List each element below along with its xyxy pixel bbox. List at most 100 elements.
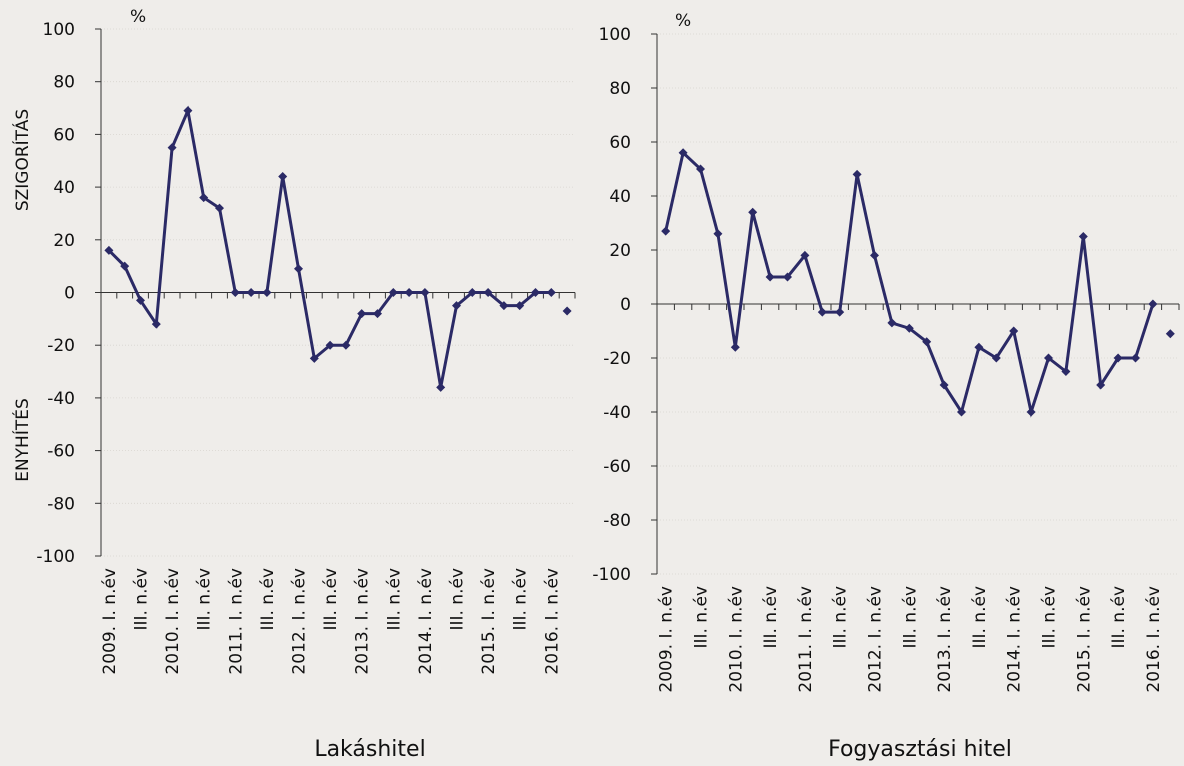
y-tick-label: -100 — [36, 547, 75, 567]
y-tick-label: 40 — [609, 187, 631, 207]
y-tick-label: 80 — [609, 79, 631, 99]
y-tick-label: -20 — [47, 336, 75, 356]
x-tick-label: 2010. I. n.év — [726, 586, 746, 693]
point-marker — [1078, 232, 1088, 241]
y-tick-label: 80 — [53, 73, 75, 93]
point-marker — [870, 250, 879, 260]
point-marker — [1165, 329, 1175, 339]
point-marker — [325, 340, 335, 350]
point-marker — [357, 309, 367, 319]
point-marker — [515, 301, 525, 311]
y-tick-label: -100 — [592, 565, 631, 585]
point-marker — [436, 382, 446, 392]
point-marker — [922, 337, 932, 347]
point-marker — [499, 301, 509, 311]
point-marker — [104, 245, 114, 255]
x-tick-label: III. n.év — [195, 568, 215, 631]
y-tick-label: -60 — [603, 457, 631, 477]
point-marker — [713, 229, 723, 239]
unit-label: % — [675, 11, 691, 31]
x-tick-label: III. n.év — [970, 586, 990, 649]
x-tick-label: III. n.év — [1040, 586, 1060, 649]
point-marker — [199, 193, 209, 203]
x-tick-label: III. n.év — [831, 586, 851, 649]
x-tick-label: III. n.év — [692, 586, 712, 649]
chart-title: Fogyasztási hitel — [828, 737, 1012, 762]
x-tick-label: 2015. I. n.év — [1074, 586, 1094, 693]
chart-title: Lakáshitel — [314, 737, 425, 762]
x-tick-label: III. n.év — [132, 568, 152, 631]
point-marker — [748, 207, 758, 217]
x-tick-label: III. n.év — [511, 568, 531, 631]
point-marker — [783, 272, 792, 282]
y-tick-label: 100 — [43, 20, 75, 40]
point-marker — [452, 301, 461, 311]
point-marker — [562, 306, 572, 316]
point-marker — [1026, 407, 1036, 417]
point-marker — [939, 380, 949, 390]
x-tick-label: III. n.év — [900, 586, 920, 649]
point-marker — [467, 288, 477, 297]
series-line — [664, 149, 1155, 418]
x-tick-label: III. n.év — [1109, 586, 1129, 649]
point-marker — [852, 169, 862, 179]
point-marker — [991, 353, 1001, 363]
x-tick-label: 2011. I. n.év — [796, 586, 816, 693]
point-marker — [887, 318, 897, 328]
x-tick-label: 2009. I. n.év — [657, 586, 677, 693]
x-tick-label: 2010. I. n.év — [163, 568, 183, 675]
y-tick-label: -20 — [603, 349, 631, 369]
point-marker — [278, 172, 288, 182]
x-tick-label: III. n.év — [761, 586, 781, 649]
point-marker — [262, 288, 272, 297]
y-tick-label: 0 — [620, 295, 631, 315]
point-marker — [800, 250, 810, 260]
point-marker — [1113, 353, 1123, 363]
point-marker — [373, 309, 382, 319]
point-marker — [678, 148, 688, 158]
y-tick-label: 40 — [53, 178, 75, 198]
point-marker — [294, 264, 303, 274]
x-tick-label: 2012. I. n.év — [866, 586, 886, 693]
y-tick-label: -40 — [603, 403, 631, 423]
y-tick-label: -40 — [47, 389, 75, 409]
point-marker — [904, 323, 914, 333]
axis-annotation: SZIGORÍTÁS — [11, 109, 33, 211]
y-tick-label: 0 — [64, 284, 75, 304]
point-marker — [120, 261, 130, 271]
point-marker — [546, 288, 556, 297]
point-marker — [1061, 367, 1071, 376]
x-tick-label: 2014. I. n.év — [1005, 586, 1025, 693]
point-marker — [1044, 353, 1053, 363]
point-marker — [957, 407, 966, 417]
point-marker — [835, 307, 845, 317]
point-marker — [661, 226, 671, 236]
y-tick-label: 60 — [609, 133, 631, 153]
y-tick-label: 20 — [53, 231, 75, 251]
y-tick-label: 100 — [599, 25, 631, 45]
point-marker — [183, 106, 193, 116]
x-tick-label: 2015. I. n.év — [479, 568, 499, 675]
point-marker — [388, 288, 398, 297]
x-tick-label: 2009. I. n.év — [100, 568, 120, 675]
point-marker — [1096, 380, 1106, 390]
axis-annotation: ENYHÍTÉS — [11, 398, 33, 482]
point-marker — [151, 319, 161, 329]
point-marker — [309, 353, 319, 363]
x-tick-label: 2013. I. n.év — [353, 568, 373, 675]
x-tick-label: III. n.év — [384, 568, 404, 631]
x-tick-label: 2011. I. n.év — [226, 568, 246, 675]
point-marker — [1131, 353, 1140, 363]
x-tick-label: 2012. I. n.év — [290, 568, 310, 675]
point-marker — [1148, 299, 1158, 309]
y-tick-label: 20 — [609, 241, 631, 261]
x-tick-label: 2016. I. n.év — [1144, 586, 1164, 693]
x-tick-label: 2016. I. n.év — [542, 568, 562, 675]
x-tick-label: 2013. I. n.év — [935, 586, 955, 693]
point-marker — [404, 288, 414, 297]
y-tick-label: -80 — [47, 494, 75, 514]
point-marker — [230, 288, 240, 297]
point-marker — [136, 295, 145, 305]
point-marker — [765, 272, 775, 282]
